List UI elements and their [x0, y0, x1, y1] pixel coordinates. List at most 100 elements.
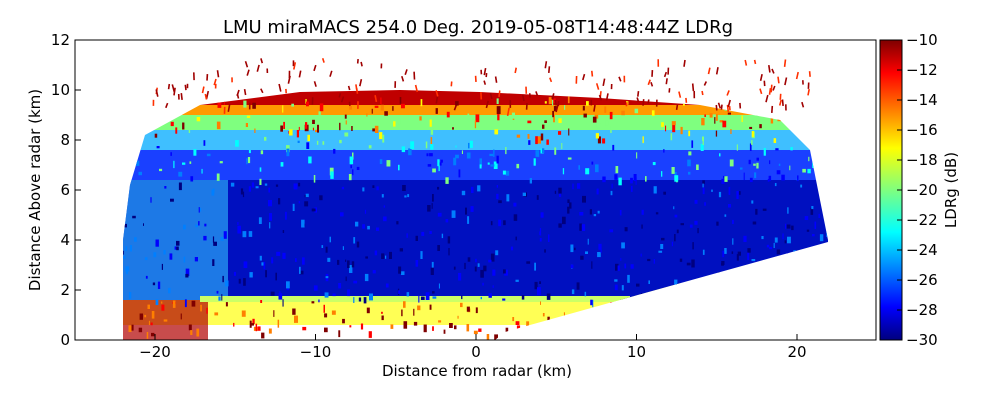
speckle-pixel: [345, 276, 347, 282]
speckle-pixel: [651, 110, 655, 116]
speckle-pixel: [123, 256, 126, 259]
noise-streak: [227, 103, 231, 112]
speckle-pixel: [425, 141, 428, 149]
speckle-pixel: [172, 300, 176, 308]
speckle-pixel: [185, 268, 190, 276]
colorbar-tick-label: −30: [906, 331, 938, 349]
speckle-pixel: [157, 281, 161, 289]
colorbar-tick-label: −20: [906, 181, 938, 199]
speckle-pixel: [269, 213, 272, 221]
speckle-pixel: [570, 264, 574, 269]
speckle-pixel: [353, 297, 355, 303]
speckle-pixel: [724, 176, 728, 182]
speckle-pixel: [161, 263, 163, 270]
noise-streak: [602, 78, 606, 87]
noise-streak: [216, 70, 220, 78]
speckle-pixel: [152, 282, 156, 286]
speckle-pixel: [736, 254, 739, 261]
colorbar-ticks: −10 −12 −14 −16 −18 −20 −22 −24 −26 −28 −30: [897, 31, 938, 349]
speckle-pixel: [132, 215, 136, 219]
speckle-pixel: [201, 168, 203, 174]
speckle-pixel: [379, 132, 383, 140]
speckle-pixel: [787, 207, 789, 214]
speckle-pixel: [355, 221, 359, 227]
speckle-pixel: [230, 182, 235, 187]
noise-streak: [298, 70, 302, 78]
speckle-pixel: [674, 234, 676, 242]
speckle-pixel: [280, 125, 283, 132]
speckle-pixel: [583, 113, 587, 118]
speckle-pixel: [751, 259, 756, 262]
speckle-pixel: [597, 252, 601, 258]
speckle-pixel: [554, 147, 557, 155]
speckle-pixel: [728, 186, 731, 195]
speckle-pixel: [739, 191, 741, 195]
speckle-pixel: [807, 168, 811, 174]
speckle-pixel: [263, 261, 266, 270]
speckle-pixel: [348, 174, 352, 181]
noise-streak: [801, 101, 805, 108]
speckle-pixel: [466, 152, 471, 159]
speckle-pixel: [614, 279, 618, 282]
speckle-pixel: [515, 279, 519, 282]
speckle-pixel: [163, 250, 166, 255]
colorbar: −10 −12 −14 −16 −18 −20 −22 −24 −26 −28 −30 LDRg (…: [879, 31, 960, 349]
noise-streak: [727, 99, 731, 108]
speckle-pixel: [534, 281, 538, 290]
speckle-pixel: [364, 209, 367, 214]
speckle-pixel: [460, 302, 463, 308]
speckle-pixel: [615, 166, 619, 174]
speckle-pixel: [711, 189, 713, 192]
speckle-pixel: [558, 118, 562, 123]
speckle-pixel: [404, 195, 407, 198]
speckle-pixel: [624, 227, 628, 232]
speckle-pixel: [314, 207, 317, 213]
speckle-pixel: [544, 101, 547, 104]
speckle-pixel: [774, 237, 778, 243]
speckle-pixel: [688, 171, 691, 175]
speckle-pixel: [249, 320, 252, 328]
speckle-pixel: [398, 266, 402, 274]
speckle-pixel: [558, 187, 562, 194]
melting-layer: [200, 296, 630, 302]
speckle-pixel: [568, 128, 570, 136]
speckle-pixel: [533, 158, 536, 166]
colorbar-tick-label: −22: [906, 211, 938, 229]
noise-streak: [784, 77, 788, 86]
noise-streak: [807, 88, 810, 96]
speckle-pixel: [477, 185, 481, 192]
speckle-pixel: [496, 193, 499, 200]
colorbar-tick-label: −10: [906, 31, 938, 49]
speckle-pixel: [761, 236, 764, 240]
speckle-pixel: [577, 183, 581, 189]
speckle-pixel: [325, 276, 329, 279]
speckle-pixel: [432, 291, 435, 294]
speckle-pixel: [455, 101, 459, 106]
speckle-pixel: [528, 140, 531, 145]
speckle-pixel: [403, 321, 408, 329]
speckle-pixel: [143, 223, 144, 226]
speckle-pixel: [465, 207, 467, 215]
speckle-pixel: [683, 102, 685, 106]
speckle-pixel: [589, 209, 592, 215]
speckle-pixel: [282, 105, 284, 113]
speckle-pixel: [647, 258, 651, 262]
speckle-pixel: [630, 264, 634, 269]
speckle-pixel: [581, 224, 586, 231]
noise-streak: [483, 80, 487, 85]
speckle-pixel: [502, 298, 506, 301]
speckle-pixel: [292, 308, 296, 315]
speckle-pixel: [513, 214, 518, 221]
speckle-pixel: [176, 240, 180, 246]
noise-streak: [338, 92, 342, 98]
speckle-pixel: [754, 172, 757, 179]
speckle-pixel: [516, 134, 521, 138]
speckle-pixel: [138, 327, 143, 333]
speckle-pixel: [776, 170, 781, 175]
speckle-pixel: [129, 292, 132, 299]
speckle-pixel: [716, 221, 719, 226]
speckle-pixel: [580, 255, 584, 260]
speckle-pixel: [721, 261, 725, 265]
speckle-pixel: [150, 197, 152, 203]
